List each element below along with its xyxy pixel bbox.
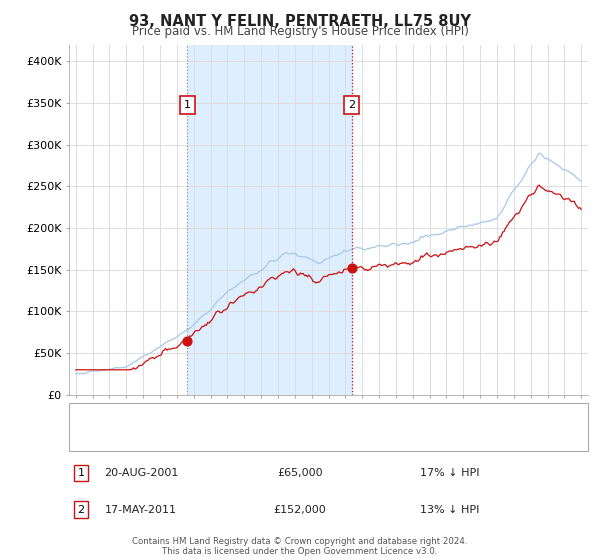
Text: 1: 1: [77, 468, 85, 478]
Text: 20-AUG-2001: 20-AUG-2001: [104, 468, 178, 478]
Text: 93, NANT Y FELIN, PENTRAETH, LL75 8UY (detached house): 93, NANT Y FELIN, PENTRAETH, LL75 8UY (d…: [120, 412, 428, 422]
Text: 2: 2: [77, 505, 85, 515]
Text: 17-MAY-2011: 17-MAY-2011: [105, 505, 177, 515]
Text: Price paid vs. HM Land Registry's House Price Index (HPI): Price paid vs. HM Land Registry's House …: [131, 25, 469, 38]
Text: 2: 2: [348, 100, 355, 110]
Text: 13% ↓ HPI: 13% ↓ HPI: [421, 505, 479, 515]
Point: [182, 336, 192, 345]
Text: £152,000: £152,000: [274, 505, 326, 515]
Text: 17% ↓ HPI: 17% ↓ HPI: [420, 468, 480, 478]
Point: [347, 264, 356, 273]
Text: This data is licensed under the Open Government Licence v3.0.: This data is licensed under the Open Gov…: [163, 548, 437, 557]
Bar: [187, 45, 352, 395]
Text: 1: 1: [184, 100, 191, 110]
Text: 93, NANT Y FELIN, PENTRAETH, LL75 8UY: 93, NANT Y FELIN, PENTRAETH, LL75 8UY: [129, 14, 471, 29]
Text: Contains HM Land Registry data © Crown copyright and database right 2024.: Contains HM Land Registry data © Crown c…: [132, 538, 468, 547]
Text: HPI: Average price, detached house, Isle of Anglesey: HPI: Average price, detached house, Isle…: [120, 432, 395, 442]
Text: £65,000: £65,000: [277, 468, 323, 478]
